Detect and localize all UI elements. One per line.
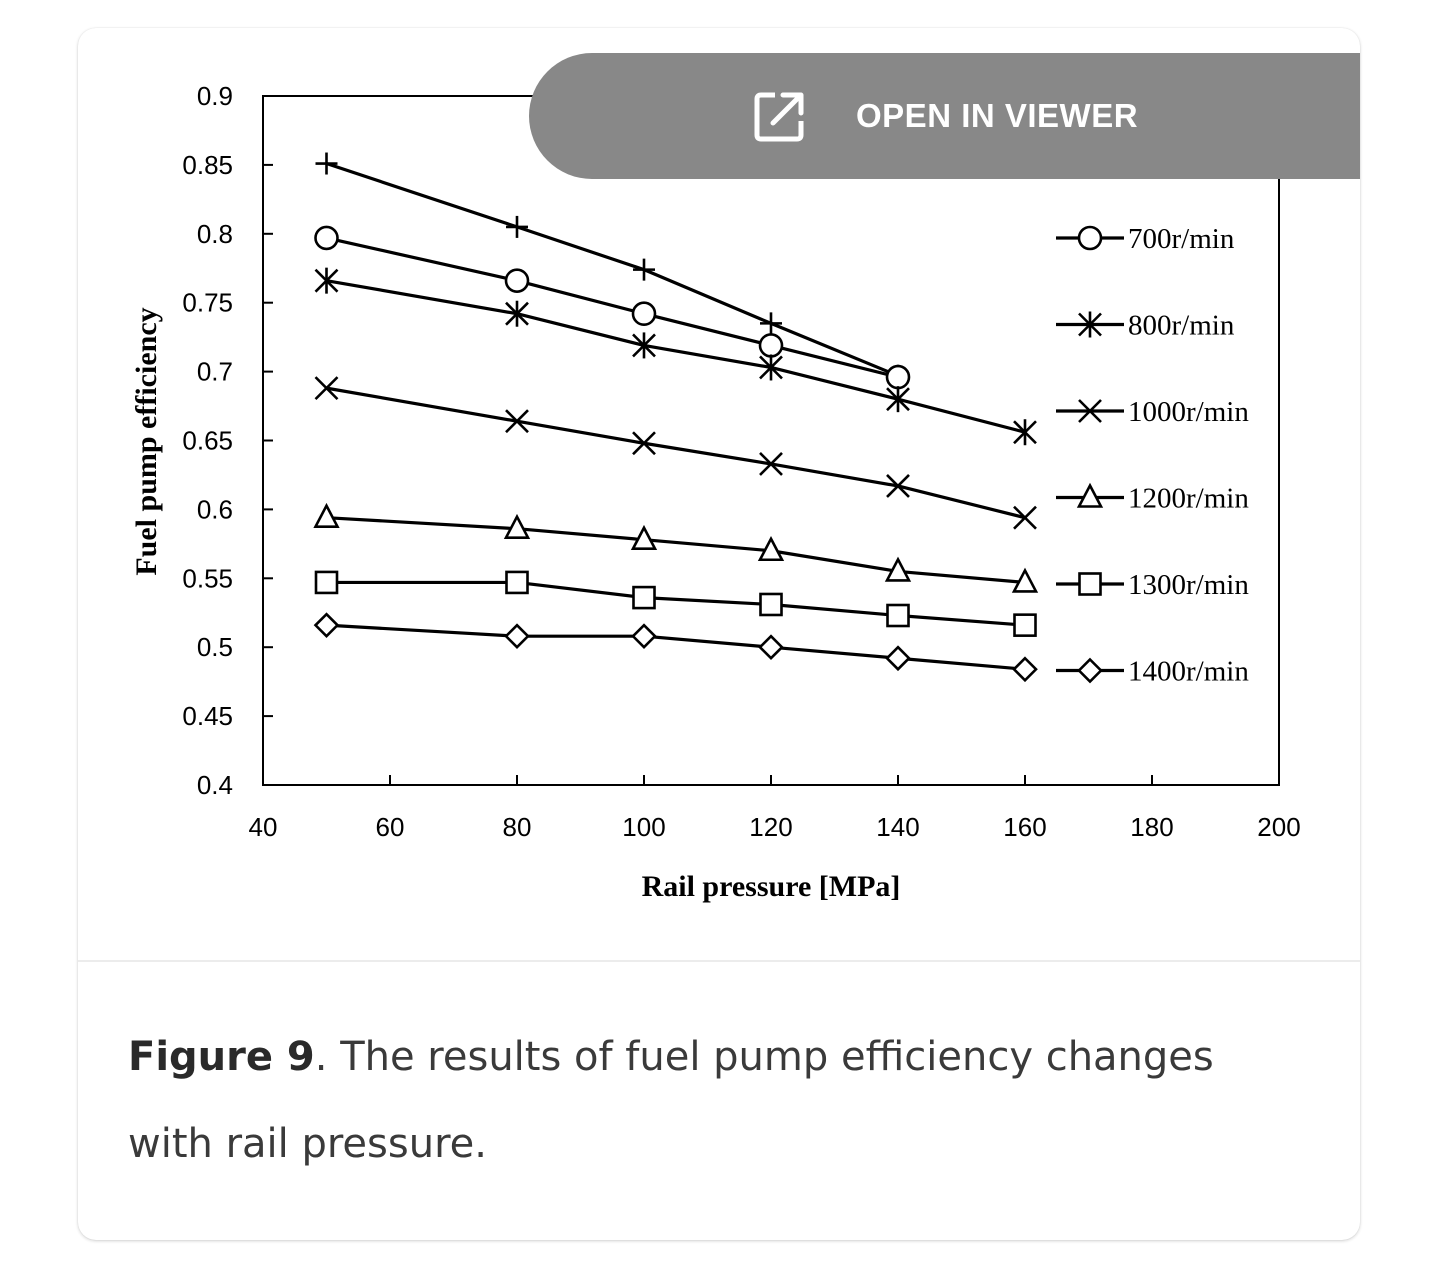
legend-marker [1076, 482, 1104, 508]
data-point [1013, 613, 1037, 637]
series-line [326, 580, 1026, 627]
data-point [504, 623, 530, 650]
series-line [326, 386, 1026, 520]
legend-label: 1200r/min [1128, 483, 1249, 515]
plot-frame [262, 95, 1280, 786]
data-point [886, 603, 910, 628]
x-tick-label: 100 [622, 812, 665, 842]
caption-text: . The results of fuel pump efficiency ch… [128, 1034, 1214, 1167]
y-tick-label: 0.55 [182, 563, 233, 593]
data-point [630, 524, 658, 551]
y-tick-label: 0.8 [197, 219, 233, 249]
y-tick-label: 0.85 [182, 150, 233, 180]
data-point [760, 312, 782, 335]
data-point [631, 301, 657, 327]
legend-marker [1078, 399, 1102, 423]
data-point [1013, 419, 1037, 446]
y-tick-label: 0.45 [182, 701, 233, 731]
legend-label: 1300r/min [1128, 569, 1249, 601]
data-point [632, 585, 656, 610]
y-tick-label: 0.4 [197, 770, 233, 800]
data-point [759, 592, 783, 617]
x-tick-label: 80 [503, 812, 532, 842]
x-tick-label: 60 [376, 812, 405, 842]
x-axis-label: Rail pressure [MPa] [642, 870, 901, 903]
data-point [504, 268, 530, 293]
data-point [506, 215, 528, 238]
figure-caption: Figure 9. The results of fuel pump effic… [128, 1014, 1278, 1188]
data-point [314, 570, 339, 595]
data-point [632, 332, 656, 359]
open-in-viewer-label: OPEN IN VIEWER [856, 97, 1139, 134]
data-point [1011, 567, 1039, 593]
data-point [758, 634, 784, 661]
legend-label: 1000r/min [1128, 396, 1249, 428]
data-point [313, 612, 340, 638]
data-point [503, 513, 531, 539]
series-line [326, 279, 1026, 434]
open-in-viewer-button[interactable]: OPEN IN VIEWER [529, 53, 1360, 179]
data-point [505, 409, 529, 434]
data-point [631, 623, 657, 650]
data-point [759, 354, 783, 381]
series-line [325, 162, 899, 378]
data-point [505, 570, 529, 595]
data-point [633, 258, 655, 281]
divider [78, 960, 1360, 962]
x-tick-label: 140 [876, 812, 919, 842]
data-point [758, 333, 784, 358]
legend-marker [1077, 225, 1103, 251]
y-tick-label: 0.6 [197, 494, 233, 524]
y-tick-label: 0.5 [197, 632, 233, 662]
legend-marker [1078, 572, 1102, 596]
data-point [632, 431, 656, 456]
x-tick-label: 200 [1257, 812, 1300, 842]
y-tick-label: 0.9 [197, 81, 233, 111]
x-tick-label: 40 [249, 812, 278, 842]
legend-marker [1078, 311, 1102, 338]
x-tick-label: 180 [1130, 812, 1173, 842]
figure-card: 0.4 0.45 0.5 0.55 0.6 0.65 0.7 0.75 0.8 0.85 0.9 40… [78, 28, 1360, 1240]
data-point [313, 502, 340, 528]
y-tick-label: 0.65 [182, 426, 233, 456]
data-point [759, 452, 783, 476]
y-tick-label: 0.75 [182, 288, 233, 318]
data-point [885, 364, 911, 390]
data-point [314, 376, 339, 401]
figure-label: Figure 9 [128, 1034, 315, 1080]
data-point [885, 645, 911, 672]
legend-label: 800r/min [1128, 310, 1235, 342]
data-point [884, 556, 912, 582]
line-chart: 0.4 0.45 0.5 0.55 0.6 0.65 0.7 0.75 0.8 0.85 0.9 40… [130, 81, 1301, 903]
legend-label: 1400r/min [1128, 656, 1249, 688]
data-point [1012, 656, 1038, 683]
data-point [314, 225, 339, 251]
data-point [505, 300, 529, 327]
data-point [886, 474, 910, 498]
series-line [326, 623, 1026, 671]
data-point [315, 152, 338, 175]
y-tick-label: 0.7 [197, 357, 233, 387]
data-point [314, 267, 339, 294]
x-tick-label: 120 [749, 812, 792, 842]
legend-marker [1077, 657, 1103, 684]
data-point [1013, 505, 1037, 530]
x-tick-label: 160 [1003, 812, 1046, 842]
legend-label: 700r/min [1128, 223, 1235, 255]
data-point [886, 386, 910, 413]
y-axis-label: Fuel pump efficiency [130, 307, 163, 575]
external-link-icon [754, 92, 804, 142]
series-line [326, 516, 1026, 585]
chart-area: 0.4 0.45 0.5 0.55 0.6 0.65 0.7 0.75 0.8 0.85 0.9 40… [78, 28, 1360, 960]
data-point [757, 535, 785, 562]
